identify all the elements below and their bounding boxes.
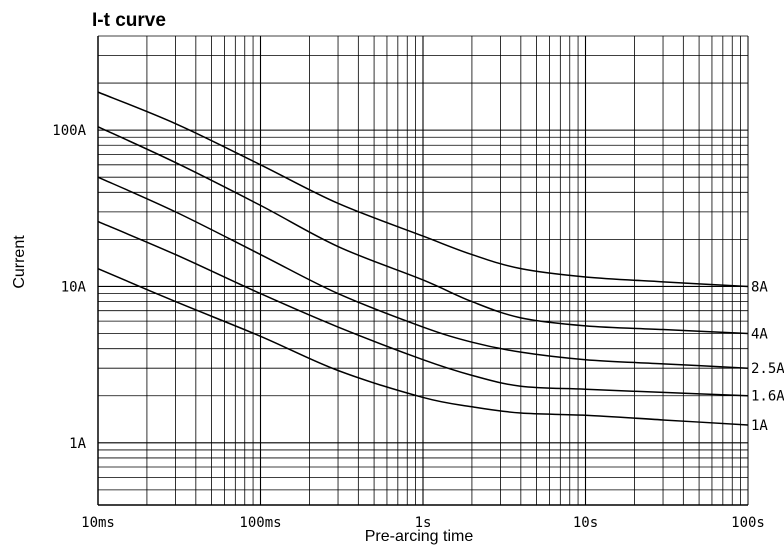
series-label-2-5A: 2.5A xyxy=(751,361,784,377)
x-tick-label: 100ms xyxy=(239,515,281,531)
grid-lines xyxy=(97,35,748,506)
x-axis-label: Pre-arcing time xyxy=(365,528,474,545)
series-labels: 8A 4A 2.5A 1.6A 1A xyxy=(751,279,784,434)
x-tick-label: 100s xyxy=(731,515,765,531)
series-line-4A xyxy=(97,126,749,335)
series-line-1-6A xyxy=(97,220,749,397)
y-tick-label: 10A xyxy=(61,279,87,295)
y-axis-label: Current xyxy=(11,235,28,289)
series-label-1-6A: 1.6A xyxy=(751,389,784,405)
tick-labels: 10ms 100ms 1s 10s 100s 1A 10A 100A xyxy=(52,123,765,531)
series-label-4A: 4A xyxy=(751,327,768,343)
y-tick-label: 1A xyxy=(69,436,86,452)
series-label-1A: 1A xyxy=(751,418,768,434)
x-tick-label: 1s xyxy=(415,515,432,531)
plot-frame xyxy=(97,36,749,506)
series-line-2-5A xyxy=(97,176,749,369)
series-label-8A: 8A xyxy=(751,279,768,295)
y-tick-label: 100A xyxy=(52,123,86,139)
series-line-8A xyxy=(97,91,749,288)
series-lines xyxy=(97,91,749,426)
x-tick-label: 10s xyxy=(573,515,598,531)
chart-title: I-t curve xyxy=(92,10,166,31)
series-line-1A xyxy=(97,267,749,426)
x-tick-label: 10ms xyxy=(81,515,115,531)
